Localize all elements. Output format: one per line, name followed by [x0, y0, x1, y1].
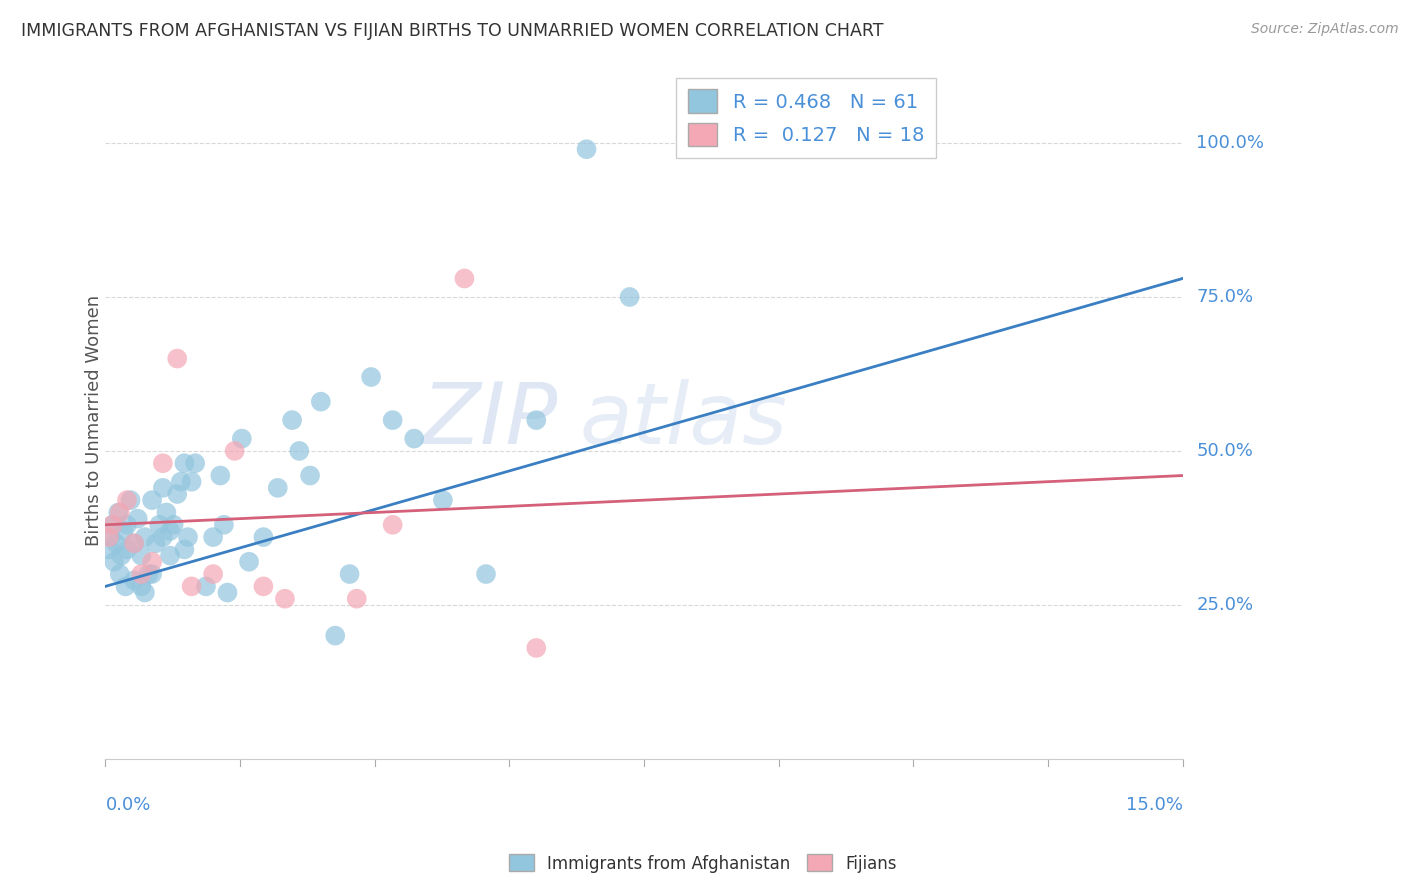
Text: 25.0%: 25.0%	[1197, 596, 1254, 614]
Legend: R = 0.468   N = 61, R =  0.127   N = 18: R = 0.468 N = 61, R = 0.127 N = 18	[676, 78, 936, 158]
Point	[122, 536, 145, 550]
Point	[575, 142, 598, 156]
Point	[131, 567, 153, 582]
Point	[152, 456, 174, 470]
Point	[108, 567, 131, 582]
Point	[141, 493, 163, 508]
Point	[145, 536, 167, 550]
Point	[475, 567, 498, 582]
Point	[209, 468, 232, 483]
Point	[100, 530, 122, 544]
Point	[252, 530, 274, 544]
Text: IMMIGRANTS FROM AFGHANISTAN VS FIJIAN BIRTHS TO UNMARRIED WOMEN CORRELATION CHAR: IMMIGRANTS FROM AFGHANISTAN VS FIJIAN BI…	[21, 22, 883, 40]
Text: Source: ZipAtlas.com: Source: ZipAtlas.com	[1251, 22, 1399, 37]
Point	[107, 506, 129, 520]
Point	[115, 517, 138, 532]
Point	[453, 271, 475, 285]
Point	[288, 444, 311, 458]
Point	[131, 549, 153, 563]
Point	[138, 567, 160, 582]
Point	[524, 413, 547, 427]
Point	[122, 573, 145, 587]
Point	[217, 585, 239, 599]
Point	[381, 413, 404, 427]
Point	[166, 487, 188, 501]
Point	[110, 549, 132, 563]
Point	[299, 468, 322, 483]
Point	[224, 444, 246, 458]
Point	[101, 517, 124, 532]
Point	[152, 530, 174, 544]
Point	[360, 370, 382, 384]
Point	[180, 475, 202, 489]
Text: 15.0%: 15.0%	[1126, 796, 1182, 814]
Point	[155, 506, 177, 520]
Point	[281, 413, 304, 427]
Text: 100.0%: 100.0%	[1197, 134, 1264, 152]
Point	[98, 530, 121, 544]
Point	[162, 517, 184, 532]
Text: atlas: atlas	[579, 378, 787, 462]
Point	[108, 506, 131, 520]
Point	[339, 567, 361, 582]
Y-axis label: Births to Unmarried Women: Births to Unmarried Women	[86, 294, 103, 546]
Point	[134, 585, 156, 599]
Point	[131, 579, 153, 593]
Point	[115, 542, 138, 557]
Point	[212, 517, 235, 532]
Point	[194, 579, 217, 593]
Point	[524, 640, 547, 655]
Point	[619, 290, 641, 304]
Point	[114, 579, 136, 593]
Point	[381, 517, 404, 532]
Point	[127, 511, 149, 525]
Point	[177, 530, 200, 544]
Point	[103, 555, 125, 569]
Point	[122, 536, 145, 550]
Point	[180, 579, 202, 593]
Point	[159, 524, 181, 538]
Point	[404, 432, 426, 446]
Point	[141, 567, 163, 582]
Point	[231, 432, 253, 446]
Text: 75.0%: 75.0%	[1197, 288, 1254, 306]
Point	[202, 567, 225, 582]
Point	[252, 579, 274, 593]
Point	[309, 394, 332, 409]
Point	[159, 549, 181, 563]
Point	[120, 493, 142, 508]
Text: 0.0%: 0.0%	[105, 796, 150, 814]
Point	[238, 555, 260, 569]
Point	[141, 555, 163, 569]
Point	[323, 629, 346, 643]
Point	[166, 351, 188, 366]
Point	[152, 481, 174, 495]
Text: ZIP: ZIP	[422, 378, 558, 462]
Point	[173, 456, 195, 470]
Point	[346, 591, 368, 606]
Point	[115, 493, 138, 508]
Point	[267, 481, 290, 495]
Point	[274, 591, 297, 606]
Point	[98, 542, 121, 557]
Point	[202, 530, 225, 544]
Point	[148, 517, 170, 532]
Text: 50.0%: 50.0%	[1197, 442, 1253, 460]
Point	[105, 536, 128, 550]
Legend: Immigrants from Afghanistan, Fijians: Immigrants from Afghanistan, Fijians	[502, 847, 904, 880]
Point	[134, 530, 156, 544]
Point	[432, 493, 454, 508]
Point	[170, 475, 193, 489]
Point	[184, 456, 207, 470]
Point	[173, 542, 195, 557]
Point	[112, 524, 135, 538]
Point	[101, 517, 124, 532]
